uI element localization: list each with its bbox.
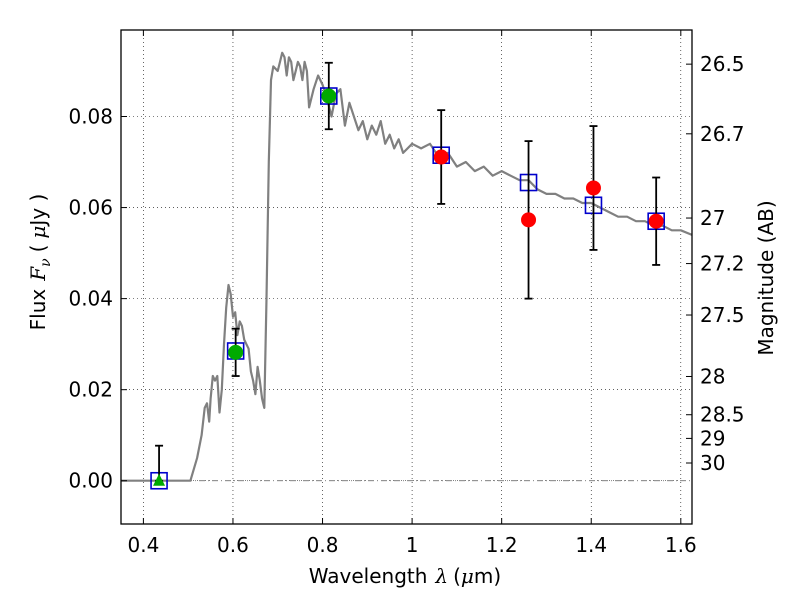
observed-flux-point: [521, 212, 537, 228]
plot-frame: [120, 29, 693, 525]
y2-tick-label: 27: [700, 206, 725, 230]
y2-tick-label: 28: [700, 364, 725, 388]
x-tick-label: 1.6: [665, 533, 697, 557]
observed-flux-point: [228, 344, 244, 360]
y2-tick-label: 26.7: [700, 122, 745, 146]
y2-tick-label: 28.5: [700, 403, 745, 427]
curve-layer: [121, 51, 693, 482]
y-tick-label: 0.06: [68, 196, 113, 220]
observed-flux-point: [648, 213, 664, 229]
y2-axis-label: Magnitude (AB): [754, 200, 778, 355]
y2-tick-label: 26.5: [700, 52, 745, 76]
x-tick-label: 1.2: [486, 533, 518, 557]
observed-flux-point: [585, 180, 601, 196]
x-tick-label: 1: [406, 533, 419, 557]
y-tick-label: 0.02: [68, 378, 113, 402]
y2-tick-label: 30: [700, 451, 725, 475]
tick-layer: 0.4 0.6 0.8 1 1.2 1.4 1.6 0.00 0.02 0.04 0.06 0.08 2…: [68, 30, 745, 557]
y-tick-label: 0.00: [68, 469, 113, 493]
grid-layer: [121, 30, 692, 524]
y-axis-label: FluxFν(μJy ): [26, 194, 54, 331]
x-tick-label: 0.6: [217, 533, 249, 557]
observed-flux-point: [321, 88, 337, 104]
x-tick-label: 0.8: [307, 533, 339, 557]
observed-flux-point: [433, 149, 449, 165]
x-tick-label: 1.4: [575, 533, 607, 557]
x-tick-label: 0.4: [127, 533, 159, 557]
model-sed-curve: [121, 51, 693, 482]
upper-limit-triangle: [153, 473, 166, 486]
marker-layer: [150, 61, 665, 490]
x-axis-label: Wavelength λ (μm): [309, 564, 501, 588]
y-tick-label: 0.04: [68, 287, 113, 311]
y-tick-label: 0.08: [68, 105, 113, 129]
y2-tick-label: 27.5: [700, 303, 745, 327]
y2-tick-label: 27.2: [700, 252, 745, 276]
y2-tick-label: 29: [700, 426, 725, 450]
